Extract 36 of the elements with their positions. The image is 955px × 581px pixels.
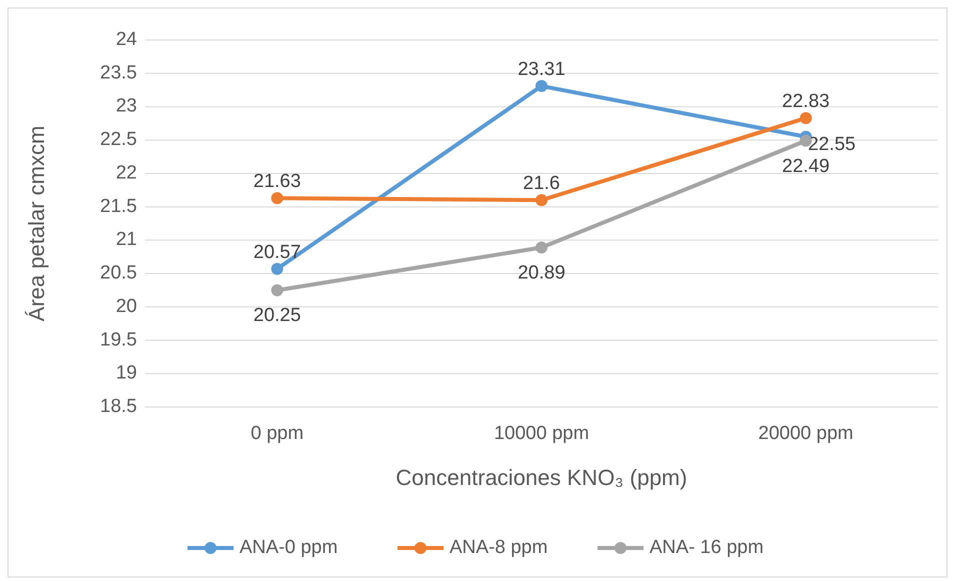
data-label: 22.49: [782, 156, 830, 177]
data-label: 20.25: [253, 305, 301, 326]
y-tick-label: 20.5: [100, 262, 137, 284]
y-tick-label: 24: [116, 29, 138, 50]
point: [271, 262, 284, 275]
legend-label: ANA-0 ppm: [240, 537, 338, 558]
point: [536, 80, 548, 92]
y-tick-label: 21.5: [100, 196, 137, 217]
y-tick-label: 18.5: [100, 396, 137, 418]
point: [271, 192, 284, 204]
x-axis-title: Concentraciones KNO₃ (ppm): [396, 465, 688, 490]
y-axis-title: Área petalar cmxcm: [24, 126, 49, 322]
y-tick-label: 19: [116, 362, 137, 384]
data-label: 22.55: [808, 134, 856, 155]
y-tick-label: 22.5: [100, 129, 137, 150]
data-label: 20.57: [253, 242, 301, 263]
point: [271, 284, 284, 296]
y-tick-label: 21: [116, 229, 137, 250]
y-tick-label: 22: [116, 162, 137, 184]
x-tick-label: 20000 ppm: [758, 423, 854, 444]
point: [536, 242, 548, 254]
y-tick-label: 23.5: [100, 62, 137, 84]
legend-label: ANA-8 ppm: [450, 537, 548, 558]
legend-label: ANA- 16 ppm: [650, 537, 764, 558]
point: [800, 112, 812, 124]
data-label: 23.31: [518, 59, 566, 80]
data-label: 22.83: [782, 91, 830, 112]
y-tick-label: 23: [116, 96, 137, 117]
y-tick-label: 19.5: [100, 329, 137, 350]
y-tick-label: 20: [116, 296, 137, 317]
point: [536, 194, 548, 206]
data-label: 21.63: [253, 171, 301, 192]
x-tick-label: 0 ppm: [250, 423, 304, 444]
x-tick-label: 10000 ppm: [494, 423, 590, 444]
data-label: 21.6: [523, 173, 560, 194]
data-label: 20.89: [518, 262, 566, 284]
